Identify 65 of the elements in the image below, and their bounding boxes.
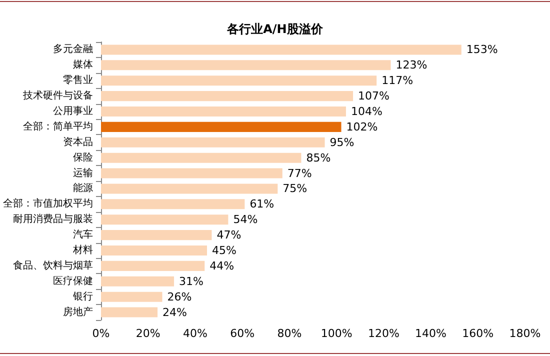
y-tick-label: 银行 [72,291,93,302]
data-label: 61% [250,198,274,211]
data-label: 44% [210,259,234,272]
bar [101,168,282,178]
data-label: 95% [330,136,354,149]
y-tick-label: 全部：简单平均 [23,120,93,132]
x-tick-label: 0% [92,327,110,340]
x-tick-label: 80% [277,327,302,340]
x-tick-label: 40% [182,327,208,340]
y-tick-label: 全部：市值加权平均 [3,198,93,210]
data-label: 26% [167,290,192,304]
x-tick-label: 100% [320,327,352,340]
x-tick-label: 180% [509,327,541,340]
bar [101,137,325,148]
bar [101,152,302,163]
y-tick-label: 资本品 [63,136,93,148]
data-label: 54% [233,213,258,226]
bar [101,230,212,240]
bar [101,292,162,302]
x-tick-label: 20% [136,327,160,340]
data-label: 104% [350,105,382,118]
bar [101,184,278,194]
data-label: 31% [179,274,204,288]
y-tick-label: 医疗保健 [53,274,93,287]
y-tick-label: 多元金融 [53,43,93,56]
data-label: 77% [287,166,312,180]
data-label: 85% [306,151,331,164]
y-tick-label: 汽车 [73,228,93,241]
y-tick-label: 运输 [73,166,93,179]
bar [101,260,205,271]
y-tick-label: 零售业 [63,74,93,86]
data-label: 153% [466,43,498,56]
y-tick-label: 耐用消费品与服装 [13,213,93,226]
y-tick-label: 媒体 [73,58,93,71]
x-tick-label: 60% [230,327,255,340]
bar [101,44,462,55]
y-tick-label: 技术硬件与设备 [22,90,93,102]
data-label: 123% [396,58,428,72]
y-tick-label: 保险 [73,151,93,164]
x-tick-label: 140% [415,327,447,340]
data-label: 102% [346,120,378,134]
y-tick-label: 食品、饮料与烟草 [13,259,93,272]
bar [101,276,174,286]
data-label: 45% [212,244,236,257]
data-label: 75% [282,182,308,196]
data-label: 24% [162,306,187,319]
x-tick-label: 160% [462,327,494,340]
bar [101,76,377,86]
data-label: 107% [358,90,390,103]
y-tick-label: 公用事业 [53,105,93,117]
y-tick-label: 能源 [73,182,93,194]
x-tick-label: 120% [368,327,400,340]
y-tick-label: 房地产 [63,306,93,318]
bar [101,60,391,70]
bar [101,245,207,256]
data-label: 117% [382,74,414,88]
bar [101,307,158,318]
y-tick-label: 材料 [72,244,93,256]
data-label: 47% [216,228,242,242]
bar [101,106,346,117]
bar [101,214,228,225]
bar [101,122,342,132]
chart-title: 各行业A/H股溢价 [226,22,324,36]
bar [101,199,245,210]
bar [101,91,354,102]
